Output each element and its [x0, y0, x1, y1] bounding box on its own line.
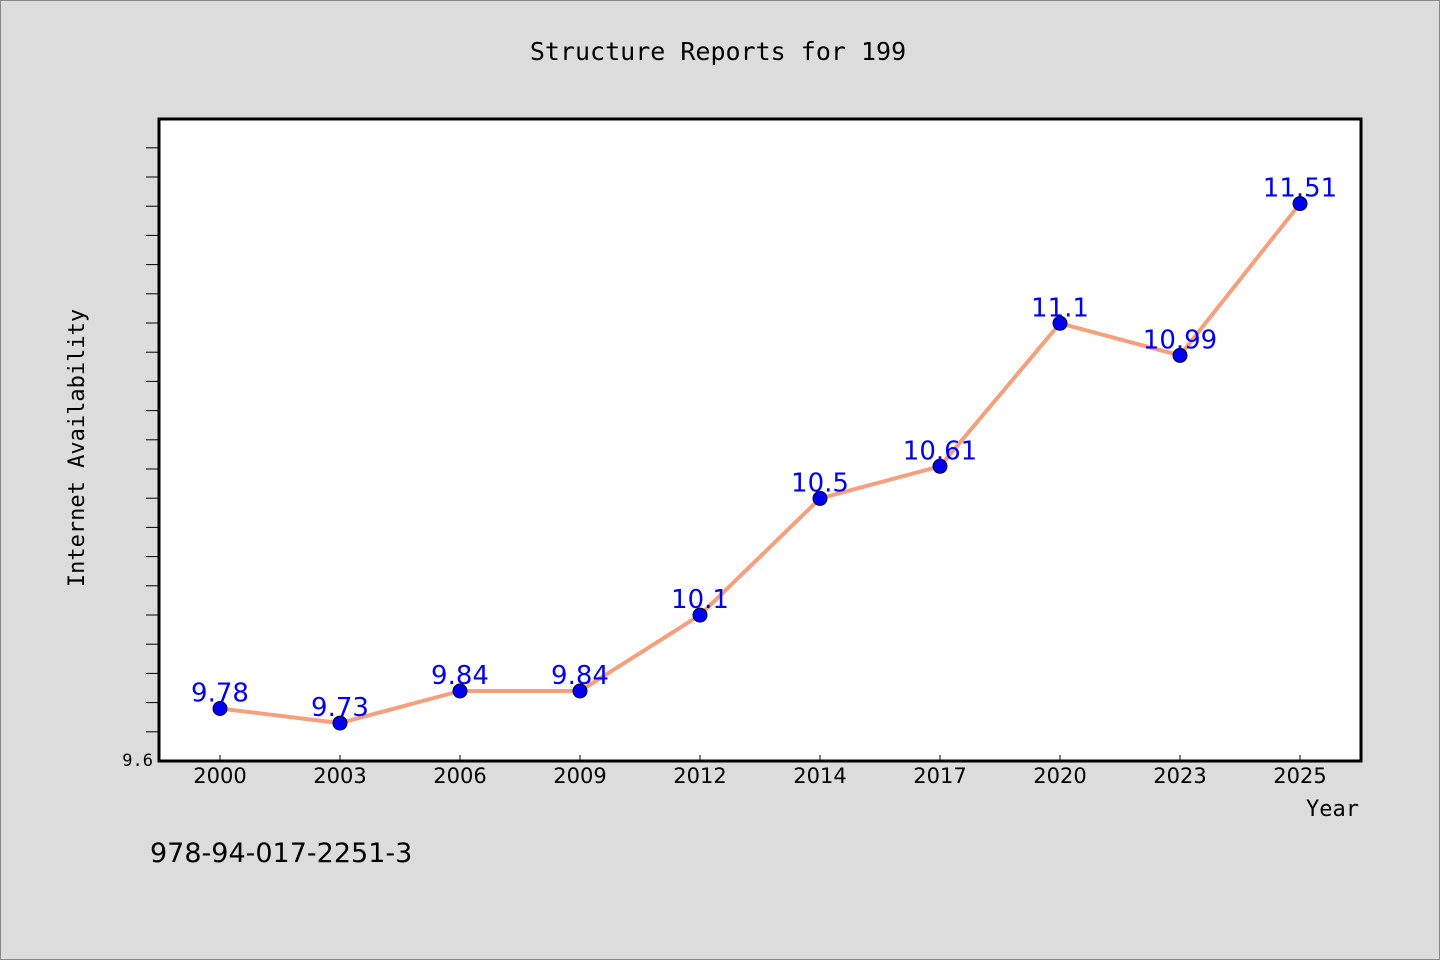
y-tick-label-min: 9.6: [122, 751, 153, 771]
data-point: [812, 490, 828, 506]
footer-code: 978-94-017-2251-3: [150, 838, 412, 869]
data-point: [332, 715, 348, 731]
data-point: [1292, 196, 1308, 212]
data-point: [1172, 347, 1188, 363]
data-label: 10.1: [671, 585, 729, 615]
series-line: [219, 202, 1302, 726]
data-markers: [212, 196, 1308, 731]
x-tick-label: 2012: [673, 764, 726, 788]
data-label: 11.51: [1263, 174, 1337, 204]
data-labels: 9.78 9.73 9.84 9.84 10.1 10.5 10.61 11.1 10.99 11…: [191, 174, 1337, 723]
data-label: 10.5: [791, 468, 849, 498]
data-point: [212, 701, 228, 716]
x-tick-label: 2009: [553, 764, 606, 788]
x-tick-label: 2025: [1273, 764, 1326, 788]
data-point: [1052, 315, 1068, 331]
x-axis-label: Year: [1306, 797, 1359, 822]
data-label: 9.84: [551, 661, 609, 691]
x-tick-label: 2017: [913, 764, 966, 788]
y-axis-label: Internet Availability: [65, 309, 90, 587]
chart-title: Structure Reports for 199: [530, 37, 906, 66]
data-point: [692, 607, 708, 623]
plot-area: [157, 117, 1363, 763]
x-tick-label: 2006: [433, 764, 486, 788]
data-label: 11.1: [1031, 293, 1089, 323]
data-point: [932, 458, 948, 474]
data-label: 10.61: [903, 436, 977, 466]
data-label: 9.78: [191, 679, 249, 709]
x-tick-label: 2023: [1153, 764, 1206, 788]
data-point: [452, 683, 468, 699]
x-tick-label: 2014: [793, 764, 846, 788]
y-axis-ticks: [146, 147, 159, 733]
data-label: 10.99: [1143, 325, 1217, 355]
x-tick-label: 2003: [313, 764, 366, 788]
x-tick-label: 2000: [193, 764, 246, 788]
data-point: [572, 683, 588, 699]
data-label: 9.84: [431, 661, 489, 691]
x-tick-label: 2020: [1033, 764, 1086, 788]
data-label: 9.73: [311, 693, 369, 723]
x-axis-tick-labels: 2000 2003 2006 2009 2012 2014 2017 2020 2023 2025: [193, 755, 1327, 788]
